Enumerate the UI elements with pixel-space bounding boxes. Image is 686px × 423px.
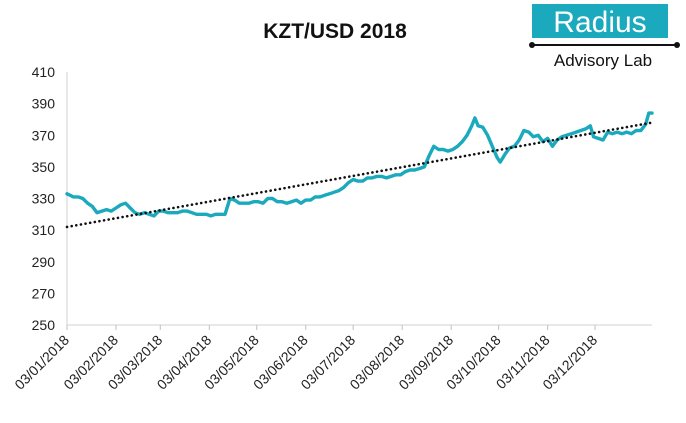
series-line [65, 111, 654, 218]
logo-dot-right [674, 42, 680, 48]
y-tick-label: 310 [32, 222, 56, 238]
y-tick-label: 390 [32, 96, 56, 112]
x-axis: 03/01/201803/02/201803/03/201803/04/2018… [11, 324, 652, 393]
logo-box [532, 4, 668, 38]
y-tick-label: 290 [32, 254, 56, 270]
logo-tagline: Advisory Lab [554, 51, 652, 70]
y-tick-label: 350 [32, 159, 56, 175]
y-tick-label: 250 [32, 317, 56, 333]
logo-dot-left [529, 42, 535, 48]
y-tick-label: 410 [32, 64, 56, 80]
radius-advisory-lab-logo: Radius Advisory Lab [529, 4, 680, 70]
trendline [65, 121, 654, 229]
chart-title: KZT/USD 2018 [263, 20, 407, 43]
y-tick-label: 270 [32, 285, 56, 301]
plot-area [65, 111, 654, 229]
y-tick-label: 370 [32, 127, 56, 143]
y-axis: 250 270 290 310 330 350 370 390 410 [32, 64, 68, 333]
logo-name: Radius [553, 6, 646, 39]
y-tick-label: 330 [32, 191, 56, 207]
